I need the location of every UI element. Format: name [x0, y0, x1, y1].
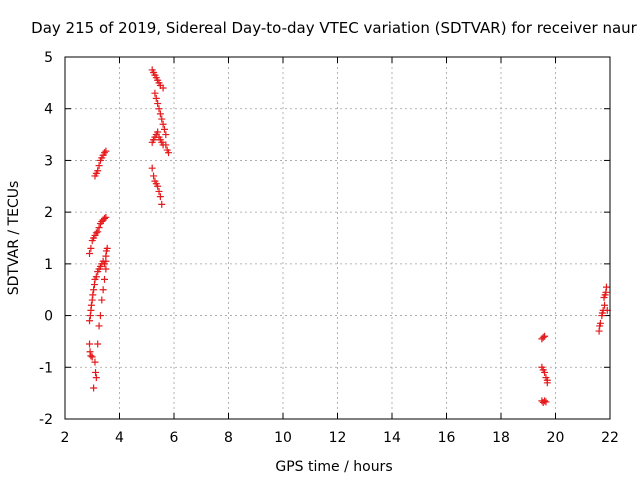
- data-point: [159, 141, 167, 149]
- data-point: [601, 301, 609, 309]
- data-point: [159, 84, 167, 92]
- data-point: [90, 286, 98, 294]
- data-point: [541, 332, 549, 340]
- data-point: [94, 167, 102, 175]
- data-point: [89, 291, 97, 299]
- data-point: [541, 368, 549, 376]
- x-tick-label: 16: [438, 430, 456, 446]
- y-tick-label: -1: [39, 360, 53, 376]
- data-point: [539, 333, 547, 341]
- data-point: [92, 368, 100, 376]
- x-tick-label: 6: [170, 430, 179, 446]
- y-tick-label: 4: [44, 102, 53, 118]
- data-point: [101, 275, 109, 283]
- data-point: [543, 379, 551, 387]
- data-point: [95, 224, 103, 232]
- x-tick-label: 4: [115, 430, 124, 446]
- data-point: [96, 312, 104, 320]
- y-tick-label: 1: [44, 257, 53, 273]
- y-tick-label: 3: [44, 153, 53, 169]
- data-point: [101, 149, 109, 157]
- data-point: [152, 94, 160, 102]
- data-point: [148, 164, 156, 172]
- data-point: [158, 115, 166, 123]
- data-point: [94, 340, 102, 348]
- data-point: [95, 162, 103, 170]
- y-tick-label: 0: [44, 309, 53, 325]
- data-point: [154, 128, 162, 136]
- data-point: [602, 283, 610, 291]
- data-point: [86, 340, 94, 348]
- x-tick-label: 14: [383, 430, 401, 446]
- data-point: [94, 228, 102, 236]
- x-axis-title: GPS time / hours: [275, 459, 392, 475]
- y-tick-label: 5: [44, 50, 53, 66]
- data-point: [154, 100, 162, 108]
- data-point: [165, 149, 173, 157]
- plot-frame: [64, 56, 611, 420]
- data-point: [98, 296, 106, 304]
- gridlines: [65, 57, 610, 419]
- data-point: [150, 172, 158, 180]
- data-point: [103, 244, 111, 252]
- data-point: [159, 120, 167, 128]
- x-tick-label: 8: [224, 430, 233, 446]
- data-point: [156, 110, 164, 118]
- data-point: [158, 200, 166, 208]
- y-tick-label: -2: [39, 412, 53, 428]
- data-points: [86, 66, 611, 406]
- chart-title: Day 215 of 2019, Sidereal Day-to-day VTE…: [31, 19, 638, 37]
- data-point: [151, 89, 159, 97]
- data-point: [541, 397, 549, 405]
- data-point: [154, 182, 162, 190]
- data-point: [87, 352, 95, 360]
- x-tick-label: 12: [329, 430, 347, 446]
- data-point: [92, 229, 100, 237]
- data-point: [99, 286, 107, 294]
- data-point: [88, 353, 96, 361]
- data-point: [92, 374, 100, 382]
- data-point: [596, 319, 604, 327]
- x-tick-label: 2: [61, 430, 70, 446]
- x-tick-label: 18: [492, 430, 510, 446]
- data-point: [102, 265, 110, 273]
- y-tick-label: 2: [44, 205, 53, 221]
- y-axis-title: SDTVAR / TECUs: [6, 181, 22, 296]
- data-point: [102, 213, 110, 221]
- data-point: [155, 105, 163, 113]
- data-point: [160, 125, 168, 133]
- data-point: [86, 317, 94, 325]
- x-tick-label: 20: [547, 430, 565, 446]
- data-point: [95, 322, 103, 330]
- x-tick-label: 22: [601, 430, 619, 446]
- data-point: [102, 147, 110, 155]
- data-point: [86, 348, 94, 356]
- data-point: [86, 250, 94, 258]
- data-point: [92, 273, 100, 281]
- data-point: [87, 301, 95, 309]
- data-point: [90, 384, 98, 392]
- data-point: [101, 214, 109, 222]
- data-point: [91, 358, 99, 366]
- data-point: [542, 398, 550, 406]
- data-point: [162, 131, 170, 139]
- data-point: [155, 187, 163, 195]
- data-point: [156, 193, 164, 201]
- data-point: [87, 244, 95, 252]
- x-tick-label: 10: [274, 430, 292, 446]
